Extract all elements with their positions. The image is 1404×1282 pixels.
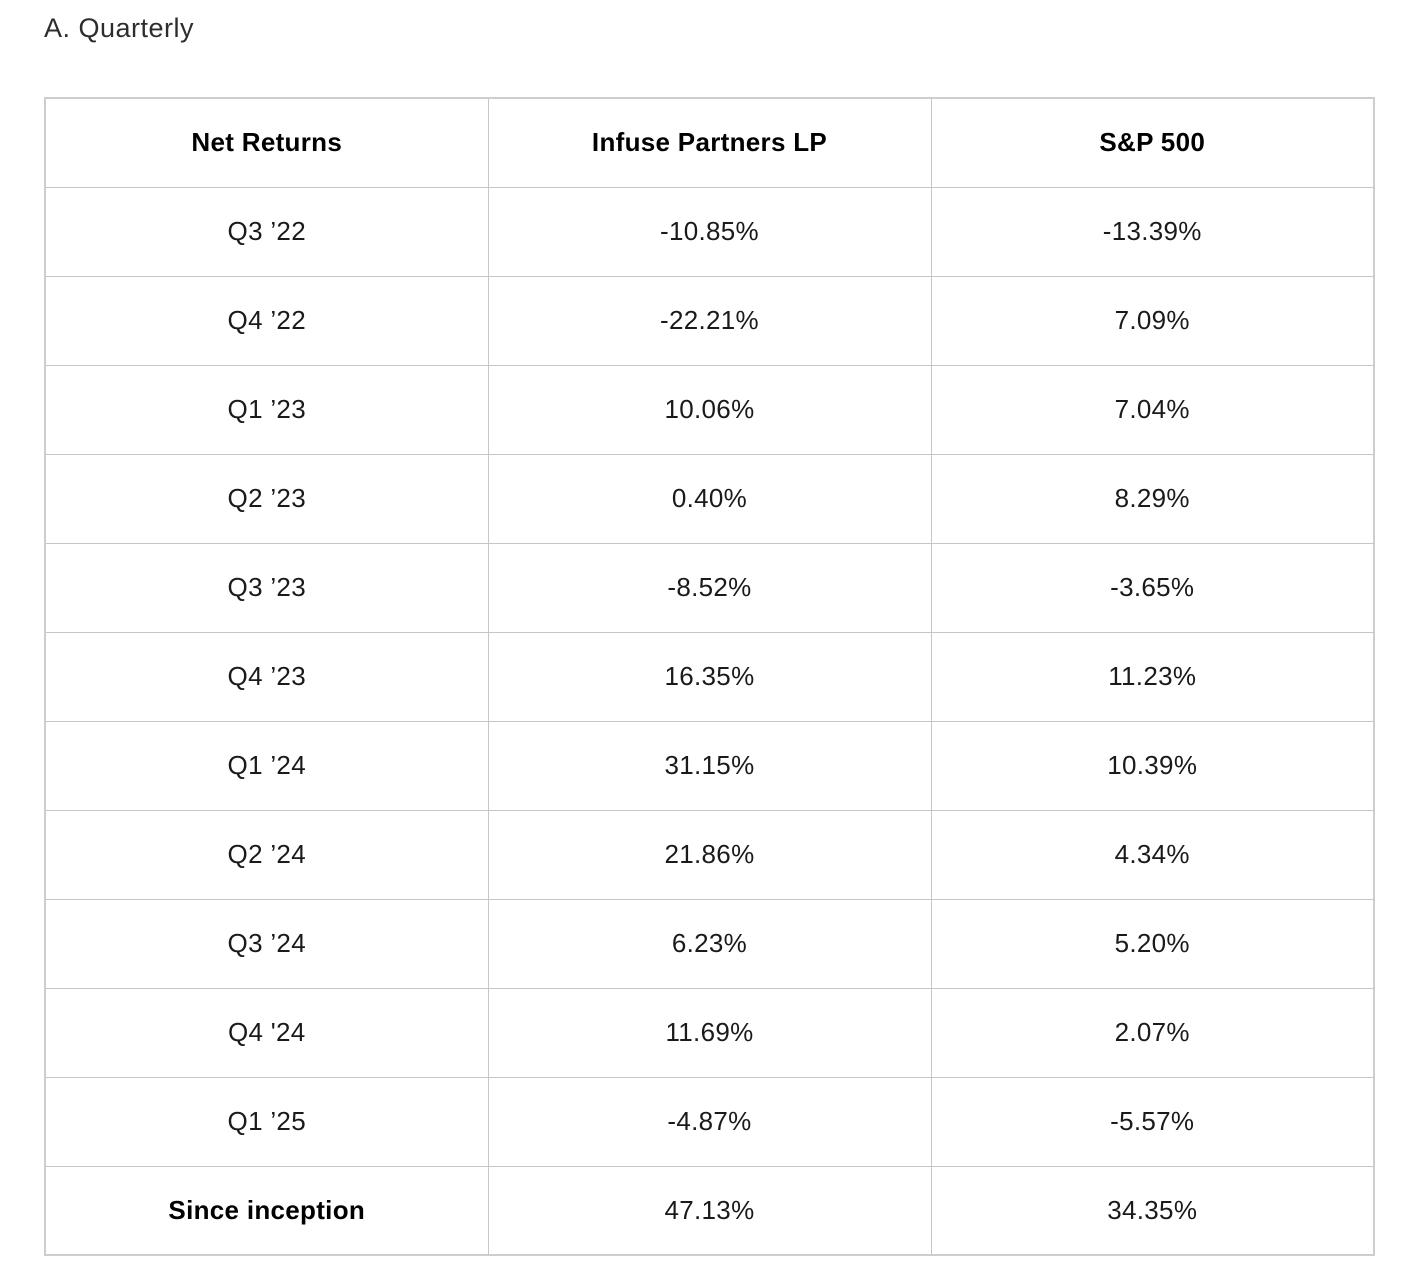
fund-return-cell: 11.69% — [487, 987, 932, 1078]
column-header-net-returns: Net Returns — [44, 97, 489, 188]
row-label-cell: Q2 ’24 — [44, 809, 489, 900]
table-row: Q4 ’22 -22.21% 7.09% — [44, 275, 1375, 366]
sp500-return-cell: 7.04% — [930, 364, 1375, 455]
fund-return-cell: 16.35% — [487, 631, 932, 722]
column-header-infuse-partners-lp: Infuse Partners LP — [487, 97, 932, 188]
row-label-cell: Q4 ’23 — [44, 631, 489, 722]
fund-return-cell: -4.87% — [487, 1076, 932, 1167]
sp500-return-cell: -3.65% — [930, 542, 1375, 633]
fund-return-cell: -22.21% — [487, 275, 932, 366]
sp500-return-cell: -5.57% — [930, 1076, 1375, 1167]
sp500-return-cell: 4.34% — [930, 809, 1375, 900]
row-label-cell: Q4 '24 — [44, 987, 489, 1078]
column-header-sp500: S&P 500 — [930, 97, 1375, 188]
fund-return-cell: 0.40% — [487, 453, 932, 544]
fund-return-cell: 47.13% — [487, 1165, 932, 1256]
table-row: Q1 ’24 31.15% 10.39% — [44, 720, 1375, 811]
table-row: Q2 ’23 0.40% 8.29% — [44, 453, 1375, 544]
fund-return-cell: 21.86% — [487, 809, 932, 900]
table-row: Q4 '24 11.69% 2.07% — [44, 987, 1375, 1078]
row-label-cell: Q3 ’22 — [44, 186, 489, 277]
row-label-cell: Q1 ’25 — [44, 1076, 489, 1167]
table-row: Q1 ’23 10.06% 7.04% — [44, 364, 1375, 455]
sp500-return-cell: 2.07% — [930, 987, 1375, 1078]
fund-return-cell: -8.52% — [487, 542, 932, 633]
table-row: Q3 ’24 6.23% 5.20% — [44, 898, 1375, 989]
row-label-cell: Q4 ’22 — [44, 275, 489, 366]
table-row: Since inception 47.13% 34.35% — [44, 1165, 1375, 1256]
table-row: Q2 ’24 21.86% 4.34% — [44, 809, 1375, 900]
row-label-cell: Q1 ’24 — [44, 720, 489, 811]
fund-return-cell: -10.85% — [487, 186, 932, 277]
fund-return-cell: 31.15% — [487, 720, 932, 811]
fund-return-cell: 10.06% — [487, 364, 932, 455]
table-header-row: Net Returns Infuse Partners LP S&P 500 — [44, 97, 1375, 188]
row-label-cell: Q3 ’24 — [44, 898, 489, 989]
table-row: Q3 ’23 -8.52% -3.65% — [44, 542, 1375, 633]
row-label-cell: Q2 ’23 — [44, 453, 489, 544]
row-label-cell: Q3 ’23 — [44, 542, 489, 633]
table-row: Q1 ’25 -4.87% -5.57% — [44, 1076, 1375, 1167]
row-label-cell: Q1 ’23 — [44, 364, 489, 455]
table-row: Q3 ’22 -10.85% -13.39% — [44, 186, 1375, 277]
sp500-return-cell: 5.20% — [930, 898, 1375, 989]
sp500-return-cell: 10.39% — [930, 720, 1375, 811]
sp500-return-cell: -13.39% — [930, 186, 1375, 277]
table-body: Q3 ’22 -10.85% -13.39% Q4 ’22 -22.21% 7.09% Q1… — [44, 186, 1375, 1256]
sp500-return-cell: 11.23% — [930, 631, 1375, 722]
sp500-return-cell: 8.29% — [930, 453, 1375, 544]
fund-return-cell: 6.23% — [487, 898, 932, 989]
table-row: Q4 ’23 16.35% 11.23% — [44, 631, 1375, 722]
page-title: A. Quarterly — [44, 13, 195, 43]
sp500-return-cell: 34.35% — [930, 1165, 1375, 1256]
row-label-cell: Since inception — [44, 1165, 489, 1256]
quarterly-returns-table: Net Returns Infuse Partners LP S&P 500 Q… — [44, 97, 1375, 1256]
sp500-return-cell: 7.09% — [930, 275, 1375, 366]
table-head: Net Returns Infuse Partners LP S&P 500 — [44, 97, 1375, 188]
